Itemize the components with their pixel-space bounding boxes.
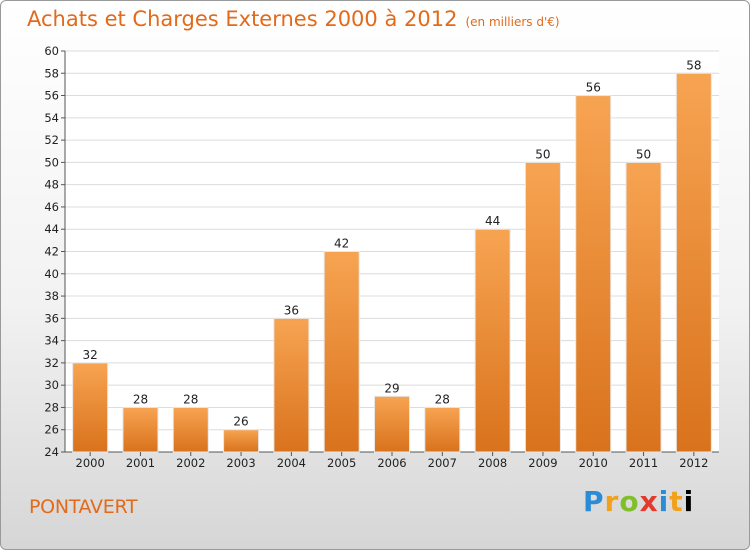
- bar-value-label: 29: [384, 381, 399, 395]
- y-tick-label: 30: [44, 378, 59, 392]
- y-tick-label: 34: [44, 334, 59, 348]
- x-tick-label: 2011: [629, 456, 658, 470]
- y-tick-label: 60: [44, 44, 59, 58]
- x-tick-label: 2000: [76, 456, 105, 470]
- y-tick-label: 50: [44, 155, 59, 169]
- x-tick-label: 2004: [277, 456, 306, 470]
- chart-title-text: Achats et Charges Externes 2000 à 2012: [27, 7, 458, 31]
- bar: [675, 72, 712, 453]
- bar: [273, 317, 310, 453]
- y-tick-label: 56: [44, 89, 59, 103]
- chart-unit-label: (en milliers d'€): [465, 15, 560, 29]
- bar-value-label: 28: [133, 392, 148, 406]
- y-tick-label: 40: [44, 267, 59, 281]
- x-tick-label: 2012: [679, 456, 708, 470]
- bar: [72, 362, 109, 453]
- x-tick-label: 2009: [528, 456, 557, 470]
- x-tick-label: 2003: [226, 456, 255, 470]
- y-tick-label: 26: [44, 423, 59, 437]
- x-tick-label: 2005: [327, 456, 356, 470]
- y-tick-label: 36: [44, 311, 59, 325]
- y-tick-label: 44: [44, 222, 59, 236]
- bar: [122, 406, 159, 453]
- x-tick-label: 2002: [176, 456, 205, 470]
- bar: [474, 228, 511, 453]
- bar-value-label: 50: [636, 147, 651, 161]
- x-tick-label: 2010: [579, 456, 608, 470]
- y-tick-label: 42: [44, 245, 59, 259]
- y-tick-label: 46: [44, 200, 59, 214]
- bar-value-label: 42: [334, 237, 349, 251]
- bar-value-label: 50: [535, 147, 550, 161]
- x-tick-label: 2001: [126, 456, 155, 470]
- y-tick-label: 28: [44, 400, 59, 414]
- y-tick-label: 48: [44, 178, 59, 192]
- chart-title: Achats et Charges Externes 2000 à 2012 (e…: [27, 7, 560, 31]
- proxiti-logo: Proxiti: [583, 485, 695, 518]
- y-tick-label: 52: [44, 133, 59, 147]
- y-tick-label: 58: [44, 66, 59, 80]
- y-tick-label: 32: [44, 356, 59, 370]
- bar: [625, 161, 662, 453]
- y-tick-label: 54: [44, 111, 59, 125]
- x-tick-label: 2006: [377, 456, 406, 470]
- bar: [424, 406, 461, 453]
- bar: [323, 251, 360, 453]
- bar-value-label: 28: [435, 392, 450, 406]
- bar-value-label: 32: [83, 348, 98, 362]
- x-tick-label: 2008: [478, 456, 507, 470]
- bar-value-label: 26: [233, 415, 248, 429]
- bar: [223, 429, 260, 453]
- bar: [172, 406, 209, 453]
- bar: [524, 161, 561, 453]
- bar-value-label: 36: [284, 303, 299, 317]
- bar: [374, 395, 410, 453]
- bar-value-label: 58: [686, 58, 701, 72]
- y-tick-label: 38: [44, 289, 59, 303]
- bar-value-label: 28: [183, 392, 198, 406]
- bar: [575, 95, 612, 453]
- bar-value-label: 44: [485, 214, 500, 228]
- bar-value-label: 56: [586, 81, 601, 95]
- place-name: PONTAVERT: [29, 496, 138, 518]
- y-tick-label: 24: [44, 445, 59, 459]
- x-tick-label: 2007: [428, 456, 457, 470]
